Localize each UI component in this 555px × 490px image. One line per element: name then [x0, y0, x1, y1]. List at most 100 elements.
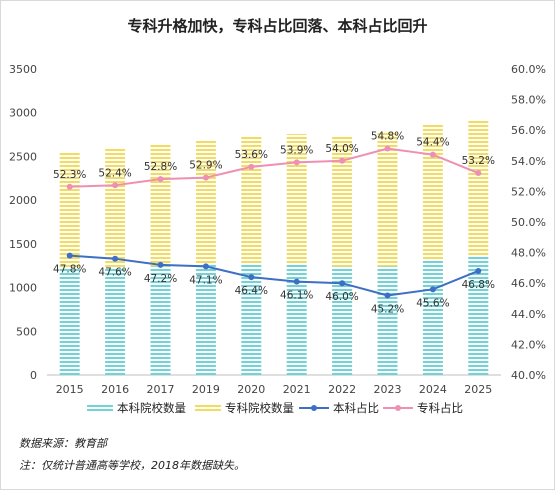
point-benke-share	[66, 252, 73, 259]
bar-zhuanke-count	[150, 144, 171, 267]
bar-benke-count	[286, 263, 307, 375]
source-note: 数据来源：教育部	[19, 437, 107, 450]
bar-benke-count	[241, 263, 262, 375]
point-zhuanke-share	[293, 159, 300, 166]
bar-zhuanke-count	[195, 139, 216, 265]
data-label-zhuanke-share: 53.2%	[462, 155, 495, 167]
chart-plot: 0 500 1000 1500 2000 2500 3000 3500 40.0% 42.0% 44…	[9, 63, 546, 415]
data-label-benke-share: 46.4%	[235, 285, 268, 297]
x-tick-label: 2021	[283, 383, 311, 396]
data-label-benke-share: 45.2%	[371, 303, 404, 315]
legend-label-benke-share: 本科占比	[333, 401, 379, 415]
bar-benke-count	[332, 266, 353, 375]
x-tick-label: 2023	[374, 383, 402, 396]
point-benke-share	[157, 261, 164, 268]
line-benke-share	[69, 254, 479, 297]
bar-benke-count	[59, 268, 80, 375]
bar-benke-count	[377, 266, 398, 375]
legend-label-benke-count: 本科院校数量	[117, 401, 186, 415]
x-tick-label: 2019	[192, 383, 220, 396]
y-right-tick-label: 44.0%	[511, 308, 546, 321]
y-left-tick-label: 1500	[9, 238, 37, 251]
y-right-tick-label: 42.0%	[511, 338, 546, 351]
data-label-zhuanke-share: 53.6%	[235, 149, 268, 161]
data-label-benke-share: 47.2%	[144, 273, 177, 285]
bar-benke-count	[468, 255, 489, 375]
point-zhuanke-share	[384, 145, 391, 152]
legend-marker-zhuanke-share	[395, 405, 401, 411]
data-label-zhuanke-share: 52.8%	[144, 161, 177, 173]
point-zhuanke-share	[157, 176, 164, 183]
x-tick-label: 2025	[464, 383, 492, 396]
y-left-tick-label: 2000	[9, 194, 37, 207]
x-tick-label: 2020	[237, 383, 265, 396]
footnote: 注：仅统计普通高等学校，2018年数据缺失。	[19, 459, 245, 472]
point-benke-share	[475, 267, 482, 274]
bar-zhuanke-count	[286, 134, 307, 264]
point-benke-share	[384, 292, 391, 299]
data-label-zhuanke-share: 54.0%	[325, 143, 358, 155]
legend-label-zhuanke-count: 专科院校数量	[225, 401, 294, 415]
y-left-tick-label: 2500	[9, 150, 37, 163]
data-label-benke-share: 47.6%	[98, 267, 131, 279]
legend-marker-benke-share	[311, 405, 317, 411]
y-right-tick-label: 54.0%	[511, 155, 546, 168]
data-label-benke-share: 46.0%	[325, 291, 358, 303]
legend-swatch-zhuanke-count	[195, 404, 221, 412]
data-label-zhuanke-share: 54.4%	[416, 137, 449, 149]
data-label-benke-share: 46.1%	[280, 290, 313, 302]
data-label-zhuanke-share: 53.9%	[280, 144, 313, 156]
point-zhuanke-share	[248, 163, 255, 170]
data-label-benke-share: 47.1%	[189, 274, 222, 286]
bar-zhuanke-count	[105, 148, 126, 267]
y-right-tick-label: 56.0%	[511, 124, 546, 137]
y-left-tick-label: 3000	[9, 107, 37, 120]
point-zhuanke-share	[475, 170, 482, 177]
x-tick-label: 2017	[147, 383, 175, 396]
x-tick-label: 2022	[328, 383, 356, 396]
y-right-tick-label: 52.0%	[511, 185, 546, 198]
data-label-benke-share: 45.6%	[416, 297, 449, 309]
bar-zhuanke-count	[422, 124, 443, 261]
data-label-zhuanke-share: 54.8%	[371, 131, 404, 143]
y-left-tick-label: 3500	[9, 63, 37, 76]
point-benke-share	[112, 255, 119, 262]
data-label-benke-share: 47.8%	[53, 264, 86, 276]
y-left-tick-label: 500	[16, 325, 37, 338]
point-benke-share	[202, 263, 209, 270]
bar-benke-count	[150, 266, 171, 375]
legend-label-zhuanke-share: 专科占比	[417, 401, 463, 415]
point-benke-share	[293, 278, 300, 285]
y-right-tick-label: 50.0%	[511, 216, 546, 229]
point-zhuanke-share	[202, 174, 209, 181]
point-benke-share	[248, 274, 255, 281]
data-label-zhuanke-share: 52.4%	[98, 167, 131, 179]
y-right-tick-label: 46.0%	[511, 277, 546, 290]
bar-zhuanke-count	[468, 121, 489, 256]
bar-benke-count	[422, 260, 443, 375]
point-benke-share	[429, 286, 436, 293]
bar-zhuanke-count	[59, 151, 80, 269]
legend-swatch-benke-count	[87, 404, 113, 412]
y-right-tick-label: 58.0%	[511, 94, 546, 107]
chart-title: 专科升格加快，专科占比回落、本科占比回升	[127, 17, 428, 35]
y-left-tick-label: 1000	[9, 282, 37, 295]
line-zhuanke-share	[69, 147, 479, 188]
point-zhuanke-share	[112, 182, 119, 189]
y-right-tick-label: 60.0%	[511, 63, 546, 76]
point-zhuanke-share	[66, 183, 73, 190]
data-label-zhuanke-share: 52.3%	[53, 169, 86, 181]
y-right-tick-label: 40.0%	[511, 369, 546, 382]
y-right-tick-label: 48.0%	[511, 247, 546, 260]
x-tick-label: 2015	[56, 383, 84, 396]
point-zhuanke-share	[339, 157, 346, 164]
y-left-tick-label: 0	[30, 369, 37, 382]
bar-zhuanke-count	[377, 131, 398, 267]
data-label-zhuanke-share: 52.9%	[189, 160, 222, 172]
bar-benke-count	[105, 266, 126, 375]
point-zhuanke-share	[429, 151, 436, 158]
bar-zhuanke-count	[332, 136, 353, 267]
bar-benke-count	[195, 264, 216, 375]
point-benke-share	[339, 280, 346, 287]
